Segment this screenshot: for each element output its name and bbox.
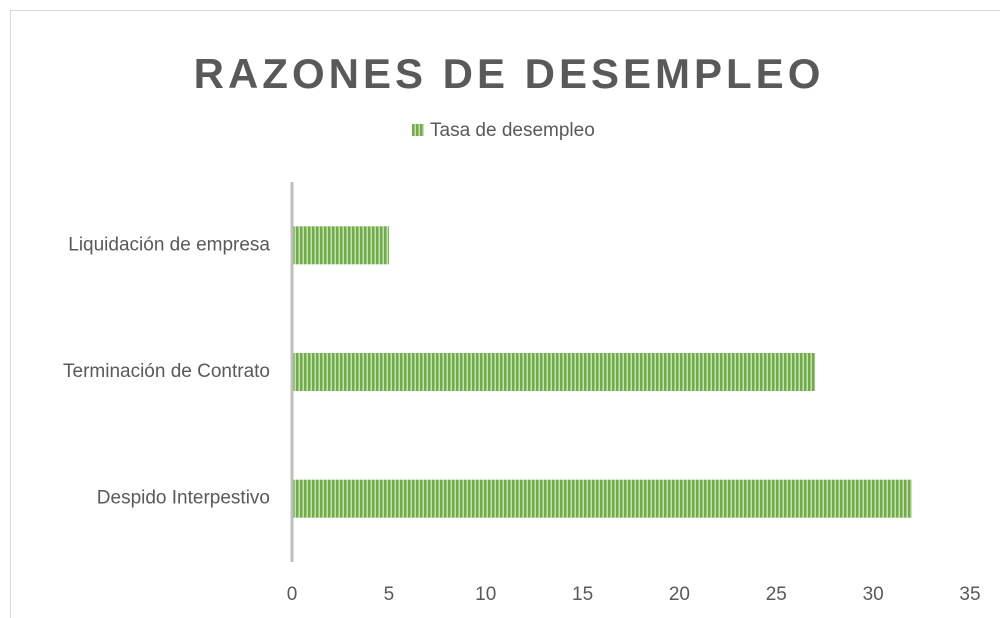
x-tick-label: 10 (475, 584, 496, 605)
legend-swatch (412, 124, 424, 136)
bar (292, 479, 912, 518)
legend-label: Tasa de desempleo (430, 120, 595, 141)
bar (292, 353, 816, 391)
x-tick-label: 0 (287, 584, 298, 605)
x-tick-label: 20 (669, 584, 690, 605)
y-tick-label: Liquidación de empresa (68, 234, 270, 255)
y-tick-label: Despido Interpestivo (97, 488, 270, 509)
x-tick-label: 5 (384, 584, 395, 605)
y-tick-label: Terminación de Contrato (63, 361, 270, 382)
x-tick-label: 25 (766, 584, 787, 605)
x-tick-label: 30 (863, 584, 884, 605)
chart-frame (10, 10, 1000, 618)
chart-title: RAZONES DE DESEMPLEO (194, 50, 825, 97)
bar (292, 226, 389, 265)
x-tick-label: 35 (959, 584, 980, 605)
x-tick-label: 15 (572, 584, 593, 605)
